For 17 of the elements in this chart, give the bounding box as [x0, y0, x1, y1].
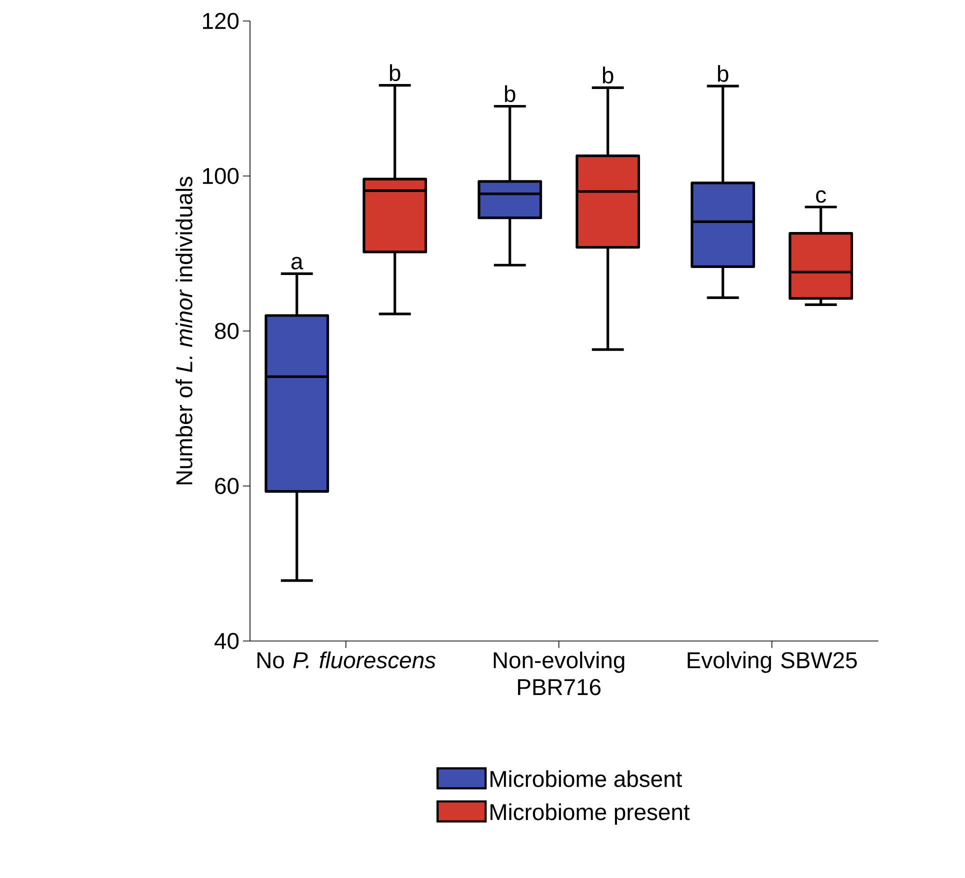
y-tick-label: 60	[215, 478, 239, 494]
y-axis-title: Number of L. minor individuals	[176, 176, 192, 484]
annotation: b	[602, 66, 614, 84]
x-tick-label: Non-evolving PBR716	[494, 652, 624, 696]
y-tick-label: 80	[214, 322, 239, 340]
y-tick-label: 100	[203, 168, 239, 184]
annotation: b	[718, 65, 728, 82]
annotation: b	[390, 64, 400, 82]
x-tick-label: No P. fluorescens	[258, 652, 436, 668]
legend-label: Microbiome present	[490, 803, 690, 825]
x-tick-label: Evolving SBW25	[688, 652, 857, 673]
annotation: c	[816, 190, 826, 203]
y-tick-label: 40	[214, 632, 239, 650]
annotation: a	[291, 256, 304, 270]
y-tick-label: 120	[203, 12, 239, 30]
legend-label: Microbiome absent	[490, 770, 682, 788]
annotation: b	[504, 85, 516, 102]
